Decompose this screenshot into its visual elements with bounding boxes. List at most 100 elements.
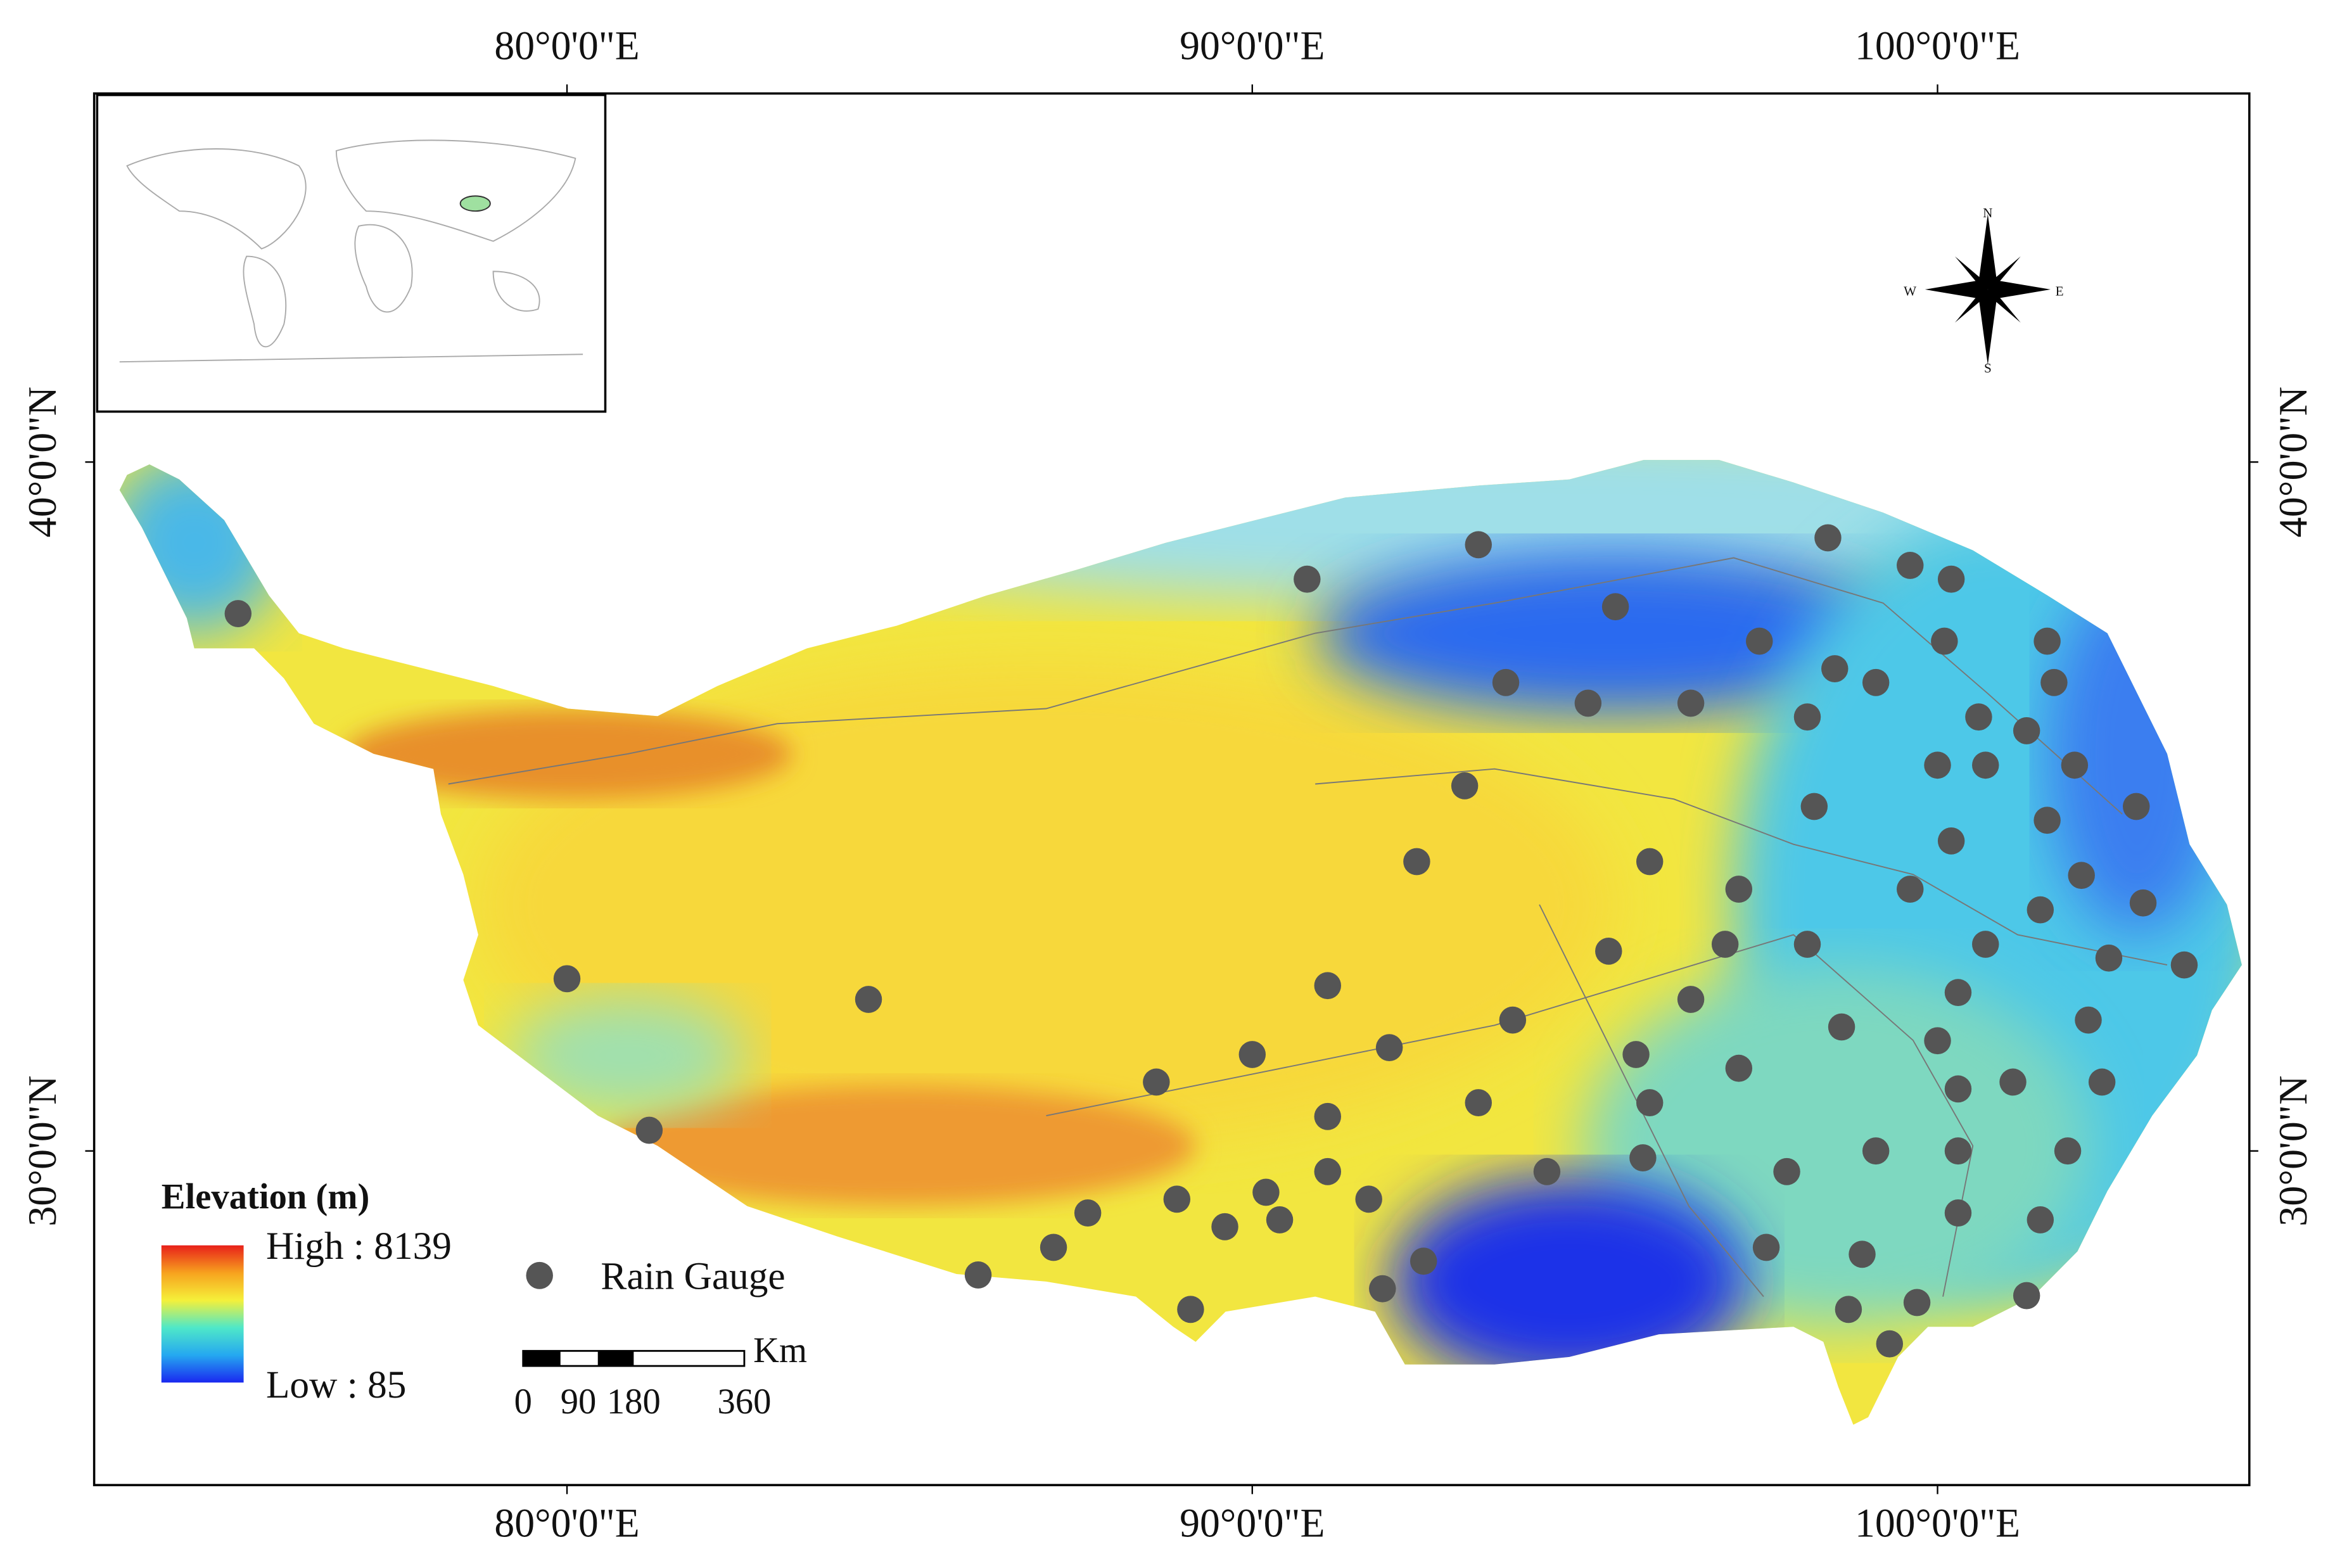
rain-gauge <box>1999 1068 2027 1096</box>
rain-gauge <box>1163 1185 1191 1213</box>
rain-gauge <box>1499 1006 1527 1034</box>
rain-gauge <box>1862 668 1890 696</box>
rain-gauge <box>1533 1157 1561 1185</box>
rain-gauge <box>1876 1330 1904 1358</box>
y-tick-label-left: 40°0'0"N <box>20 386 65 537</box>
rain-gauge <box>1937 827 1965 855</box>
rain-gauge <box>1355 1185 1382 1213</box>
rain-gauge <box>1944 1137 1972 1165</box>
rain-gauge <box>2033 806 2061 834</box>
rain-gauge <box>1965 703 1992 731</box>
rain-gauge <box>2040 668 2068 696</box>
rain-gauge <box>224 600 252 627</box>
rain-gauge <box>2013 1282 2040 1310</box>
rain-gauge <box>2123 793 2150 820</box>
rain-gauge <box>1314 972 1342 1000</box>
rain-gauge <box>1937 565 1965 593</box>
rain-gauge <box>1601 593 1629 621</box>
compass-n: N <box>1983 205 1992 220</box>
rain-gauge <box>1752 1233 1780 1261</box>
rain-gauge <box>1451 772 1479 800</box>
rain-gauge <box>1944 1075 1972 1103</box>
rain-gauge <box>1211 1213 1238 1240</box>
rain-gauge <box>855 986 882 1013</box>
rain-gauge <box>1821 655 1849 682</box>
x-tick-label-top: 80°0'0"E <box>494 23 639 68</box>
rain-gauge <box>1849 1240 1876 1268</box>
rain-gauge <box>2027 1206 2054 1233</box>
rain-gauge <box>635 1116 663 1144</box>
rain-gauge <box>1492 668 1520 696</box>
y-tick-label-left: 30°0'0"N <box>20 1076 65 1227</box>
rain-gauge <box>1403 848 1430 876</box>
rain-gauge <box>1944 979 1972 1007</box>
rain-gauge <box>1636 1089 1664 1117</box>
rain-gauge <box>1828 1013 1855 1041</box>
rain-gauge <box>2061 751 2089 779</box>
rain-gauge <box>1629 1144 1657 1172</box>
rain-gauge <box>2068 862 2095 889</box>
rain-gauge <box>1266 1206 1294 1233</box>
x-tick-label-bottom: 80°0'0"E <box>494 1500 639 1545</box>
rain-gauge <box>1897 552 1924 579</box>
rain-gauge <box>2054 1137 2082 1165</box>
y-tick-label-right: 40°0'0"N <box>2270 386 2315 537</box>
legend-colorbar <box>161 1245 244 1383</box>
rain-gauge <box>964 1261 992 1289</box>
rain-gauge <box>1040 1233 1067 1261</box>
rain-gauge <box>1677 689 1705 717</box>
compass-e: E <box>2056 284 2064 299</box>
rain-gauge <box>1903 1289 1931 1316</box>
rain-gauge <box>1972 931 1999 958</box>
scale-tick-label: 180 <box>607 1382 661 1422</box>
x-tick-label-bottom: 100°0'0"E <box>1855 1500 2020 1545</box>
inset-world <box>119 139 583 363</box>
rain-gauge <box>2075 1006 2102 1034</box>
scale-tick-label: 90 <box>561 1382 597 1422</box>
rain-gauge <box>1862 1137 1890 1165</box>
rain-gauge <box>1294 565 1321 593</box>
rain-gauge <box>2088 1068 2116 1096</box>
rain-gauge <box>1574 689 1602 717</box>
rain-gauge <box>1465 1089 1492 1117</box>
rain-gauge <box>1773 1157 1800 1185</box>
rain-gauge <box>1252 1178 1280 1206</box>
rain-gauge <box>1143 1068 1170 1096</box>
rain-gauge <box>1314 1157 1342 1185</box>
rain-gauge <box>1800 793 1828 820</box>
rain-gauge <box>2095 944 2123 972</box>
rain-gauge <box>2033 627 2061 655</box>
y-tick-label-right: 30°0'0"N <box>2270 1076 2315 1227</box>
rain-gauge <box>1725 1054 1753 1082</box>
compass-s: S <box>1984 360 1992 376</box>
rain-gauge <box>1814 524 1842 552</box>
legend-gauge-symbol <box>526 1261 553 1289</box>
rain-gauge <box>1725 876 1753 903</box>
rain-gauge <box>1238 1041 1266 1068</box>
rain-gauge <box>1595 937 1622 965</box>
compass-w: W <box>1904 284 1917 299</box>
rain-gauge <box>1924 1027 1951 1055</box>
scale-unit: Km <box>753 1330 807 1370</box>
rain-gauge <box>1793 703 1821 731</box>
rain-gauge <box>553 965 581 993</box>
rain-gauge <box>1177 1296 1204 1323</box>
inset-frame <box>96 94 607 413</box>
rain-gauge <box>1622 1041 1650 1068</box>
rain-gauge <box>1314 1102 1342 1130</box>
rain-gauge <box>1835 1296 1862 1323</box>
rain-gauge <box>2129 889 2157 917</box>
rain-gauge <box>1074 1199 1102 1227</box>
legend-title: Elevation (m) <box>162 1176 370 1216</box>
legend-low: Low : 85 <box>266 1363 406 1406</box>
inset-study-area <box>459 195 491 212</box>
x-tick-label-bottom: 90°0'0"E <box>1180 1500 1325 1545</box>
scale-tick-label: 360 <box>717 1382 771 1422</box>
compass-rose: N S E W <box>1904 205 2063 376</box>
rain-gauge <box>1746 627 1773 655</box>
legend-gauge-label: Rain Gauge <box>601 1254 785 1297</box>
x-tick-label-top: 100°0'0"E <box>1855 23 2020 68</box>
rain-gauge <box>1972 751 1999 779</box>
